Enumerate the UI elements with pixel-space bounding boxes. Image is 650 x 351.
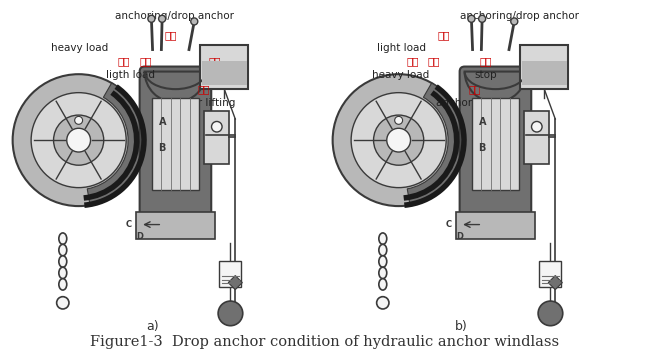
- Text: anchoring/drop anchor: anchoring/drop anchor: [114, 11, 234, 21]
- Circle shape: [57, 297, 69, 309]
- Text: Figure1-3  Drop anchor condition of hydraulic anchor windlass: Figure1-3 Drop anchor condition of hydra…: [90, 335, 560, 349]
- Text: anchoring/drop anchor: anchoring/drop anchor: [460, 11, 580, 21]
- Circle shape: [374, 115, 424, 165]
- Ellipse shape: [379, 244, 387, 256]
- Text: 招锚: 招锚: [437, 30, 450, 40]
- Text: heavy load: heavy load: [51, 44, 109, 53]
- Text: A: A: [479, 117, 487, 127]
- Ellipse shape: [59, 244, 67, 256]
- Circle shape: [387, 128, 411, 152]
- Text: D: D: [136, 232, 144, 241]
- Circle shape: [211, 121, 222, 132]
- Text: B: B: [158, 143, 166, 153]
- Bar: [525, 111, 549, 164]
- Text: 重载: 重载: [406, 57, 419, 66]
- Circle shape: [218, 301, 242, 326]
- Text: a): a): [146, 320, 159, 333]
- Circle shape: [333, 74, 465, 206]
- Text: A: A: [159, 117, 167, 127]
- Ellipse shape: [379, 267, 387, 279]
- Bar: [522, 61, 567, 85]
- Circle shape: [190, 18, 198, 25]
- Wedge shape: [408, 83, 465, 205]
- Circle shape: [532, 121, 542, 132]
- Text: anchor lifting: anchor lifting: [166, 99, 235, 108]
- Text: 停止: 停止: [480, 57, 493, 66]
- Circle shape: [468, 15, 475, 22]
- Polygon shape: [228, 276, 242, 290]
- Bar: [220, 261, 241, 287]
- Text: heavy load: heavy load: [372, 71, 430, 80]
- Circle shape: [12, 74, 145, 206]
- Ellipse shape: [59, 256, 67, 267]
- FancyBboxPatch shape: [140, 67, 211, 221]
- Text: 重载: 重载: [117, 57, 130, 66]
- Bar: [472, 98, 519, 190]
- Ellipse shape: [379, 279, 387, 290]
- Bar: [540, 261, 562, 287]
- Circle shape: [376, 297, 389, 309]
- Circle shape: [478, 15, 486, 22]
- Bar: [200, 45, 248, 89]
- Circle shape: [511, 18, 518, 25]
- Bar: [202, 61, 247, 85]
- Bar: [520, 45, 569, 89]
- Text: anchor lifting: anchor lifting: [436, 99, 505, 108]
- Circle shape: [148, 15, 155, 22]
- Circle shape: [75, 117, 83, 124]
- Ellipse shape: [379, 256, 387, 267]
- Ellipse shape: [59, 267, 67, 279]
- Ellipse shape: [59, 233, 67, 244]
- Text: stop: stop: [475, 71, 497, 80]
- FancyBboxPatch shape: [460, 67, 531, 221]
- Text: 起锚: 起锚: [468, 85, 481, 94]
- Wedge shape: [87, 83, 145, 205]
- Text: 起锚: 起锚: [198, 85, 211, 94]
- Text: C: C: [445, 220, 452, 229]
- Polygon shape: [548, 276, 562, 290]
- Text: b): b): [455, 320, 468, 333]
- Circle shape: [159, 15, 166, 22]
- Circle shape: [67, 128, 90, 152]
- Circle shape: [351, 93, 446, 188]
- Wedge shape: [145, 72, 206, 102]
- Ellipse shape: [59, 279, 67, 290]
- Text: 停止: 停止: [208, 57, 221, 66]
- Circle shape: [53, 115, 104, 165]
- Text: 轻载: 轻载: [139, 57, 152, 66]
- Bar: [151, 98, 199, 190]
- Bar: [205, 111, 229, 164]
- Bar: [136, 212, 215, 239]
- Circle shape: [538, 301, 563, 326]
- Text: light load: light load: [376, 44, 426, 53]
- Text: stop: stop: [203, 71, 226, 80]
- Text: B: B: [478, 143, 486, 153]
- Wedge shape: [465, 72, 526, 102]
- Circle shape: [31, 93, 126, 188]
- Text: 轻载: 轻载: [428, 57, 441, 66]
- Text: 招锚: 招锚: [164, 30, 177, 40]
- Text: C: C: [125, 220, 131, 229]
- Text: ligth load: ligth load: [105, 71, 155, 80]
- Text: D: D: [457, 232, 463, 241]
- Ellipse shape: [379, 233, 387, 244]
- Circle shape: [395, 117, 402, 124]
- Bar: [456, 212, 535, 239]
